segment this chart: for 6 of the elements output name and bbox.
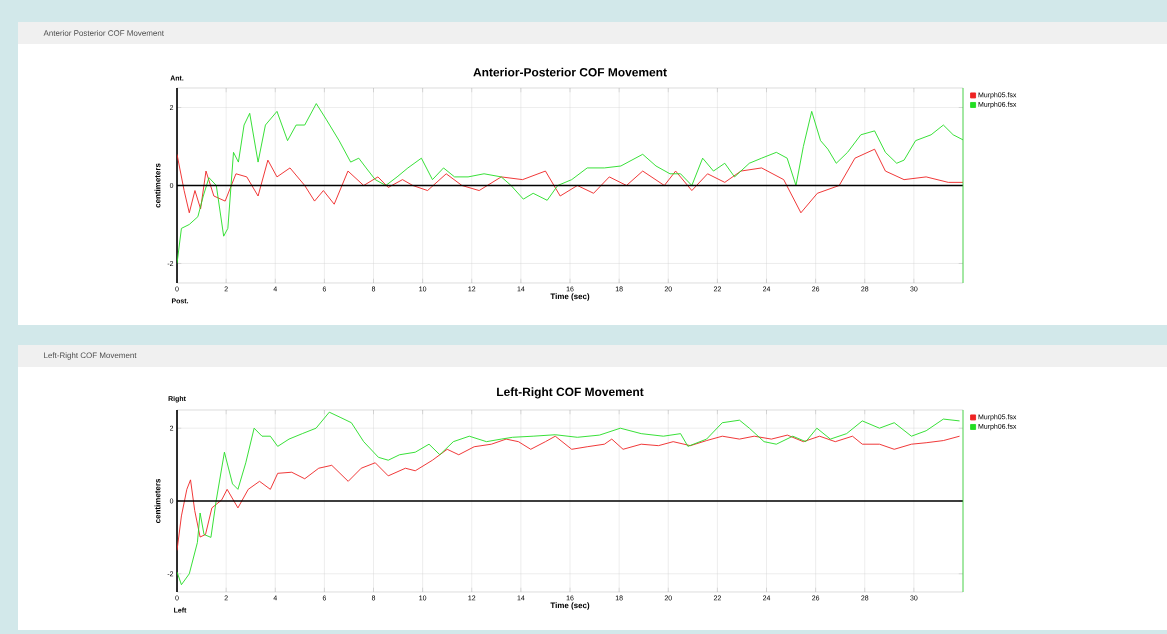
line-series (177, 148, 964, 214)
chart-title: Left-Right COF Movement (497, 387, 644, 399)
chart-title: Anterior-Posterior COF Movement (473, 67, 667, 77)
line-series (177, 411, 961, 586)
line-series (177, 434, 961, 551)
line-series (177, 103, 964, 264)
